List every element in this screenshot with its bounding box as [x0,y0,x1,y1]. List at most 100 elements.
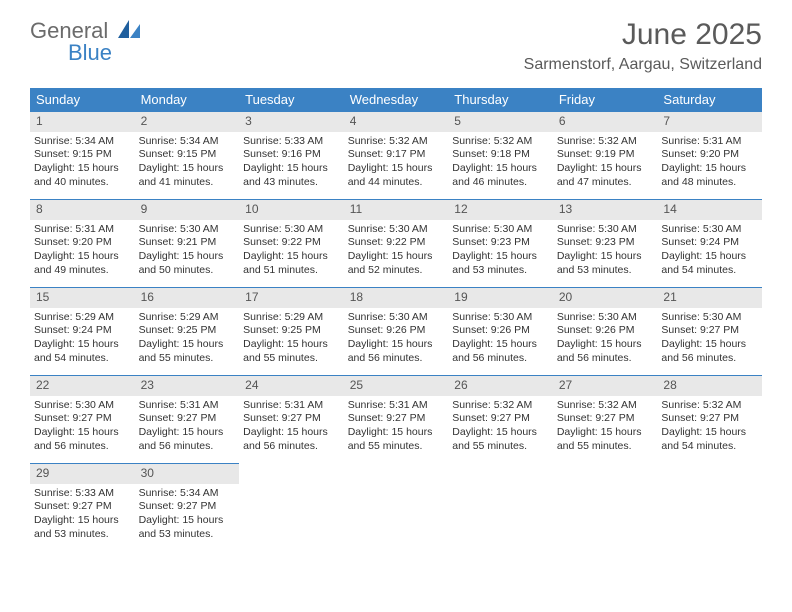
calendar-cell: 17Sunrise: 5:29 AMSunset: 9:25 PMDayligh… [239,287,344,375]
sunset-line: Sunset: 9:26 PM [557,324,654,338]
sunset-line: Sunset: 9:26 PM [348,324,445,338]
calendar-cell: 7Sunrise: 5:31 AMSunset: 9:20 PMDaylight… [657,111,762,199]
calendar-cell: 12Sunrise: 5:30 AMSunset: 9:23 PMDayligh… [448,199,553,287]
calendar-cell-empty [344,463,449,551]
day-number: 28 [657,376,762,396]
sunset-line: Sunset: 9:22 PM [348,236,445,250]
day-number: 7 [657,112,762,132]
weekday-monday: Monday [135,88,240,111]
daylight-line: Daylight: 15 hours and 53 minutes. [452,250,549,277]
sunset-line: Sunset: 9:18 PM [452,148,549,162]
sunrise-line: Sunrise: 5:30 AM [661,223,758,237]
sunrise-line: Sunrise: 5:30 AM [557,311,654,325]
sunrise-line: Sunrise: 5:31 AM [348,399,445,413]
sunset-line: Sunset: 9:27 PM [661,412,758,426]
sunset-line: Sunset: 9:20 PM [34,236,131,250]
daylight-line: Daylight: 15 hours and 44 minutes. [348,162,445,189]
sunrise-line: Sunrise: 5:33 AM [243,135,340,149]
weekday-sunday: Sunday [30,88,135,111]
day-number: 3 [239,112,344,132]
sunset-line: Sunset: 9:25 PM [139,324,236,338]
sunrise-line: Sunrise: 5:29 AM [34,311,131,325]
weekday-tuesday: Tuesday [239,88,344,111]
daylight-line: Daylight: 15 hours and 56 minutes. [661,338,758,365]
daylight-line: Daylight: 15 hours and 56 minutes. [243,426,340,453]
calendar-cell: 15Sunrise: 5:29 AMSunset: 9:24 PMDayligh… [30,287,135,375]
sunset-line: Sunset: 9:21 PM [139,236,236,250]
sunrise-line: Sunrise: 5:34 AM [139,487,236,501]
calendar-cell-empty [448,463,553,551]
day-number: 27 [553,376,658,396]
calendar-cell-empty [657,463,762,551]
sunset-line: Sunset: 9:27 PM [557,412,654,426]
sunset-line: Sunset: 9:27 PM [348,412,445,426]
daylight-line: Daylight: 15 hours and 56 minutes. [557,338,654,365]
sunrise-line: Sunrise: 5:29 AM [139,311,236,325]
daylight-line: Daylight: 15 hours and 46 minutes. [452,162,549,189]
day-number: 11 [344,200,449,220]
day-number: 20 [553,288,658,308]
day-number: 8 [30,200,135,220]
sunset-line: Sunset: 9:20 PM [661,148,758,162]
daylight-line: Daylight: 15 hours and 53 minutes. [139,514,236,541]
sunset-line: Sunset: 9:24 PM [34,324,131,338]
day-number: 10 [239,200,344,220]
daylight-line: Daylight: 15 hours and 56 minutes. [348,338,445,365]
sunset-line: Sunset: 9:16 PM [243,148,340,162]
sunset-line: Sunset: 9:15 PM [34,148,131,162]
sunrise-line: Sunrise: 5:30 AM [348,223,445,237]
day-number: 25 [344,376,449,396]
sunset-line: Sunset: 9:26 PM [452,324,549,338]
daylight-line: Daylight: 15 hours and 56 minutes. [34,426,131,453]
daylight-line: Daylight: 15 hours and 56 minutes. [452,338,549,365]
day-number: 19 [448,288,553,308]
day-number: 9 [135,200,240,220]
day-number: 13 [553,200,658,220]
sunrise-line: Sunrise: 5:30 AM [139,223,236,237]
calendar-cell-empty [553,463,658,551]
sunrise-line: Sunrise: 5:33 AM [34,487,131,501]
sunrise-line: Sunrise: 5:31 AM [243,399,340,413]
calendar-cell: 6Sunrise: 5:32 AMSunset: 9:19 PMDaylight… [553,111,658,199]
day-number: 24 [239,376,344,396]
daylight-line: Daylight: 15 hours and 52 minutes. [348,250,445,277]
day-number: 17 [239,288,344,308]
sunrise-line: Sunrise: 5:32 AM [452,135,549,149]
sunrise-line: Sunrise: 5:30 AM [348,311,445,325]
calendar: Sunday Monday Tuesday Wednesday Thursday… [30,88,762,551]
sunset-line: Sunset: 9:17 PM [348,148,445,162]
weekday-thursday: Thursday [448,88,553,111]
calendar-cell: 28Sunrise: 5:32 AMSunset: 9:27 PMDayligh… [657,375,762,463]
daylight-line: Daylight: 15 hours and 43 minutes. [243,162,340,189]
calendar-cell: 13Sunrise: 5:30 AMSunset: 9:23 PMDayligh… [553,199,658,287]
day-number: 5 [448,112,553,132]
day-number: 21 [657,288,762,308]
day-number: 6 [553,112,658,132]
sunset-line: Sunset: 9:23 PM [452,236,549,250]
daylight-line: Daylight: 15 hours and 56 minutes. [139,426,236,453]
sunrise-line: Sunrise: 5:31 AM [34,223,131,237]
day-number: 30 [135,464,240,484]
sunset-line: Sunset: 9:25 PM [243,324,340,338]
day-number: 26 [448,376,553,396]
day-number: 18 [344,288,449,308]
calendar-weekday-header: Sunday Monday Tuesday Wednesday Thursday… [30,88,762,111]
calendar-cell: 14Sunrise: 5:30 AMSunset: 9:24 PMDayligh… [657,199,762,287]
day-number: 4 [344,112,449,132]
daylight-line: Daylight: 15 hours and 50 minutes. [139,250,236,277]
sunset-line: Sunset: 9:27 PM [661,324,758,338]
weekday-friday: Friday [553,88,658,111]
sunset-line: Sunset: 9:27 PM [452,412,549,426]
sunrise-line: Sunrise: 5:30 AM [452,311,549,325]
day-number: 15 [30,288,135,308]
title-block: June 2025 Sarmenstorf, Aargau, Switzerla… [524,18,762,74]
calendar-cell: 10Sunrise: 5:30 AMSunset: 9:22 PMDayligh… [239,199,344,287]
daylight-line: Daylight: 15 hours and 55 minutes. [348,426,445,453]
daylight-line: Daylight: 15 hours and 55 minutes. [557,426,654,453]
day-number: 1 [30,112,135,132]
weekday-wednesday: Wednesday [344,88,449,111]
calendar-cell: 9 Sunrise: 5:30 AMSunset: 9:21 PMDaylight… [135,199,240,287]
sunrise-line: Sunrise: 5:30 AM [243,223,340,237]
day-number: 22 [30,376,135,396]
daylight-line: Daylight: 15 hours and 55 minutes. [243,338,340,365]
